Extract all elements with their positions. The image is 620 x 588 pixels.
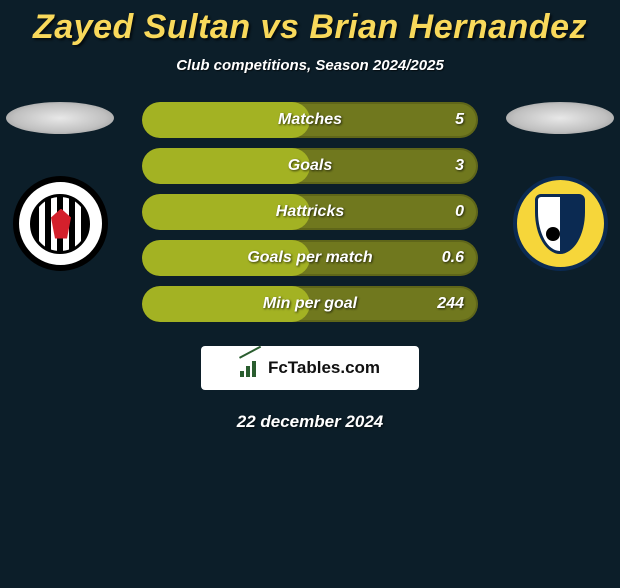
club-badge-left xyxy=(13,176,108,271)
stat-row-goals-per-match: Goals per match 0.6 xyxy=(142,240,478,276)
stat-row-min-per-goal: Min per goal 244 xyxy=(142,286,478,322)
comparison-panel: Matches 5 Goals 3 Hattricks 0 Goals per … xyxy=(0,102,620,432)
stats-list: Matches 5 Goals 3 Hattricks 0 Goals per … xyxy=(142,102,478,322)
stat-value: 244 xyxy=(437,295,464,313)
player-right-silhouette xyxy=(506,102,614,134)
stat-row-goals: Goals 3 xyxy=(142,148,478,184)
player-right xyxy=(505,102,615,271)
stat-row-matches: Matches 5 xyxy=(142,102,478,138)
stat-label: Goals xyxy=(288,157,332,175)
date-label: 22 december 2024 xyxy=(0,412,620,432)
brand-box[interactable]: FcTables.com xyxy=(201,346,419,390)
player-left xyxy=(5,102,115,271)
stat-label: Goals per match xyxy=(247,249,372,267)
stat-value: 0.6 xyxy=(442,249,464,267)
bar-chart-icon xyxy=(240,359,262,377)
stat-value: 5 xyxy=(455,111,464,129)
stat-row-hattricks: Hattricks 0 xyxy=(142,194,478,230)
stat-label: Min per goal xyxy=(263,295,357,313)
brand-text: FcTables.com xyxy=(268,358,380,378)
page-title: Zayed Sultan vs Brian Hernandez xyxy=(0,8,620,47)
club-badge-right xyxy=(513,176,608,271)
club-badge-right-icon xyxy=(535,194,585,254)
club-badge-left-icon xyxy=(30,194,90,254)
subtitle: Club competitions, Season 2024/2025 xyxy=(0,57,620,74)
stat-value: 0 xyxy=(455,203,464,221)
player-left-silhouette xyxy=(6,102,114,134)
stat-fill xyxy=(142,148,310,184)
stat-label: Hattricks xyxy=(276,203,344,221)
stat-value: 3 xyxy=(455,157,464,175)
stat-label: Matches xyxy=(278,111,342,129)
